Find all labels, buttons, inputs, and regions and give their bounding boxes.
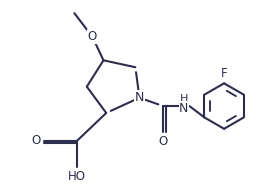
Text: HO: HO	[68, 170, 86, 183]
Text: N: N	[179, 102, 189, 115]
Text: N: N	[135, 91, 144, 104]
Text: O: O	[88, 30, 97, 43]
Text: F: F	[221, 67, 227, 80]
Text: O: O	[158, 135, 168, 148]
Text: O: O	[32, 134, 41, 147]
Text: H: H	[180, 94, 188, 104]
